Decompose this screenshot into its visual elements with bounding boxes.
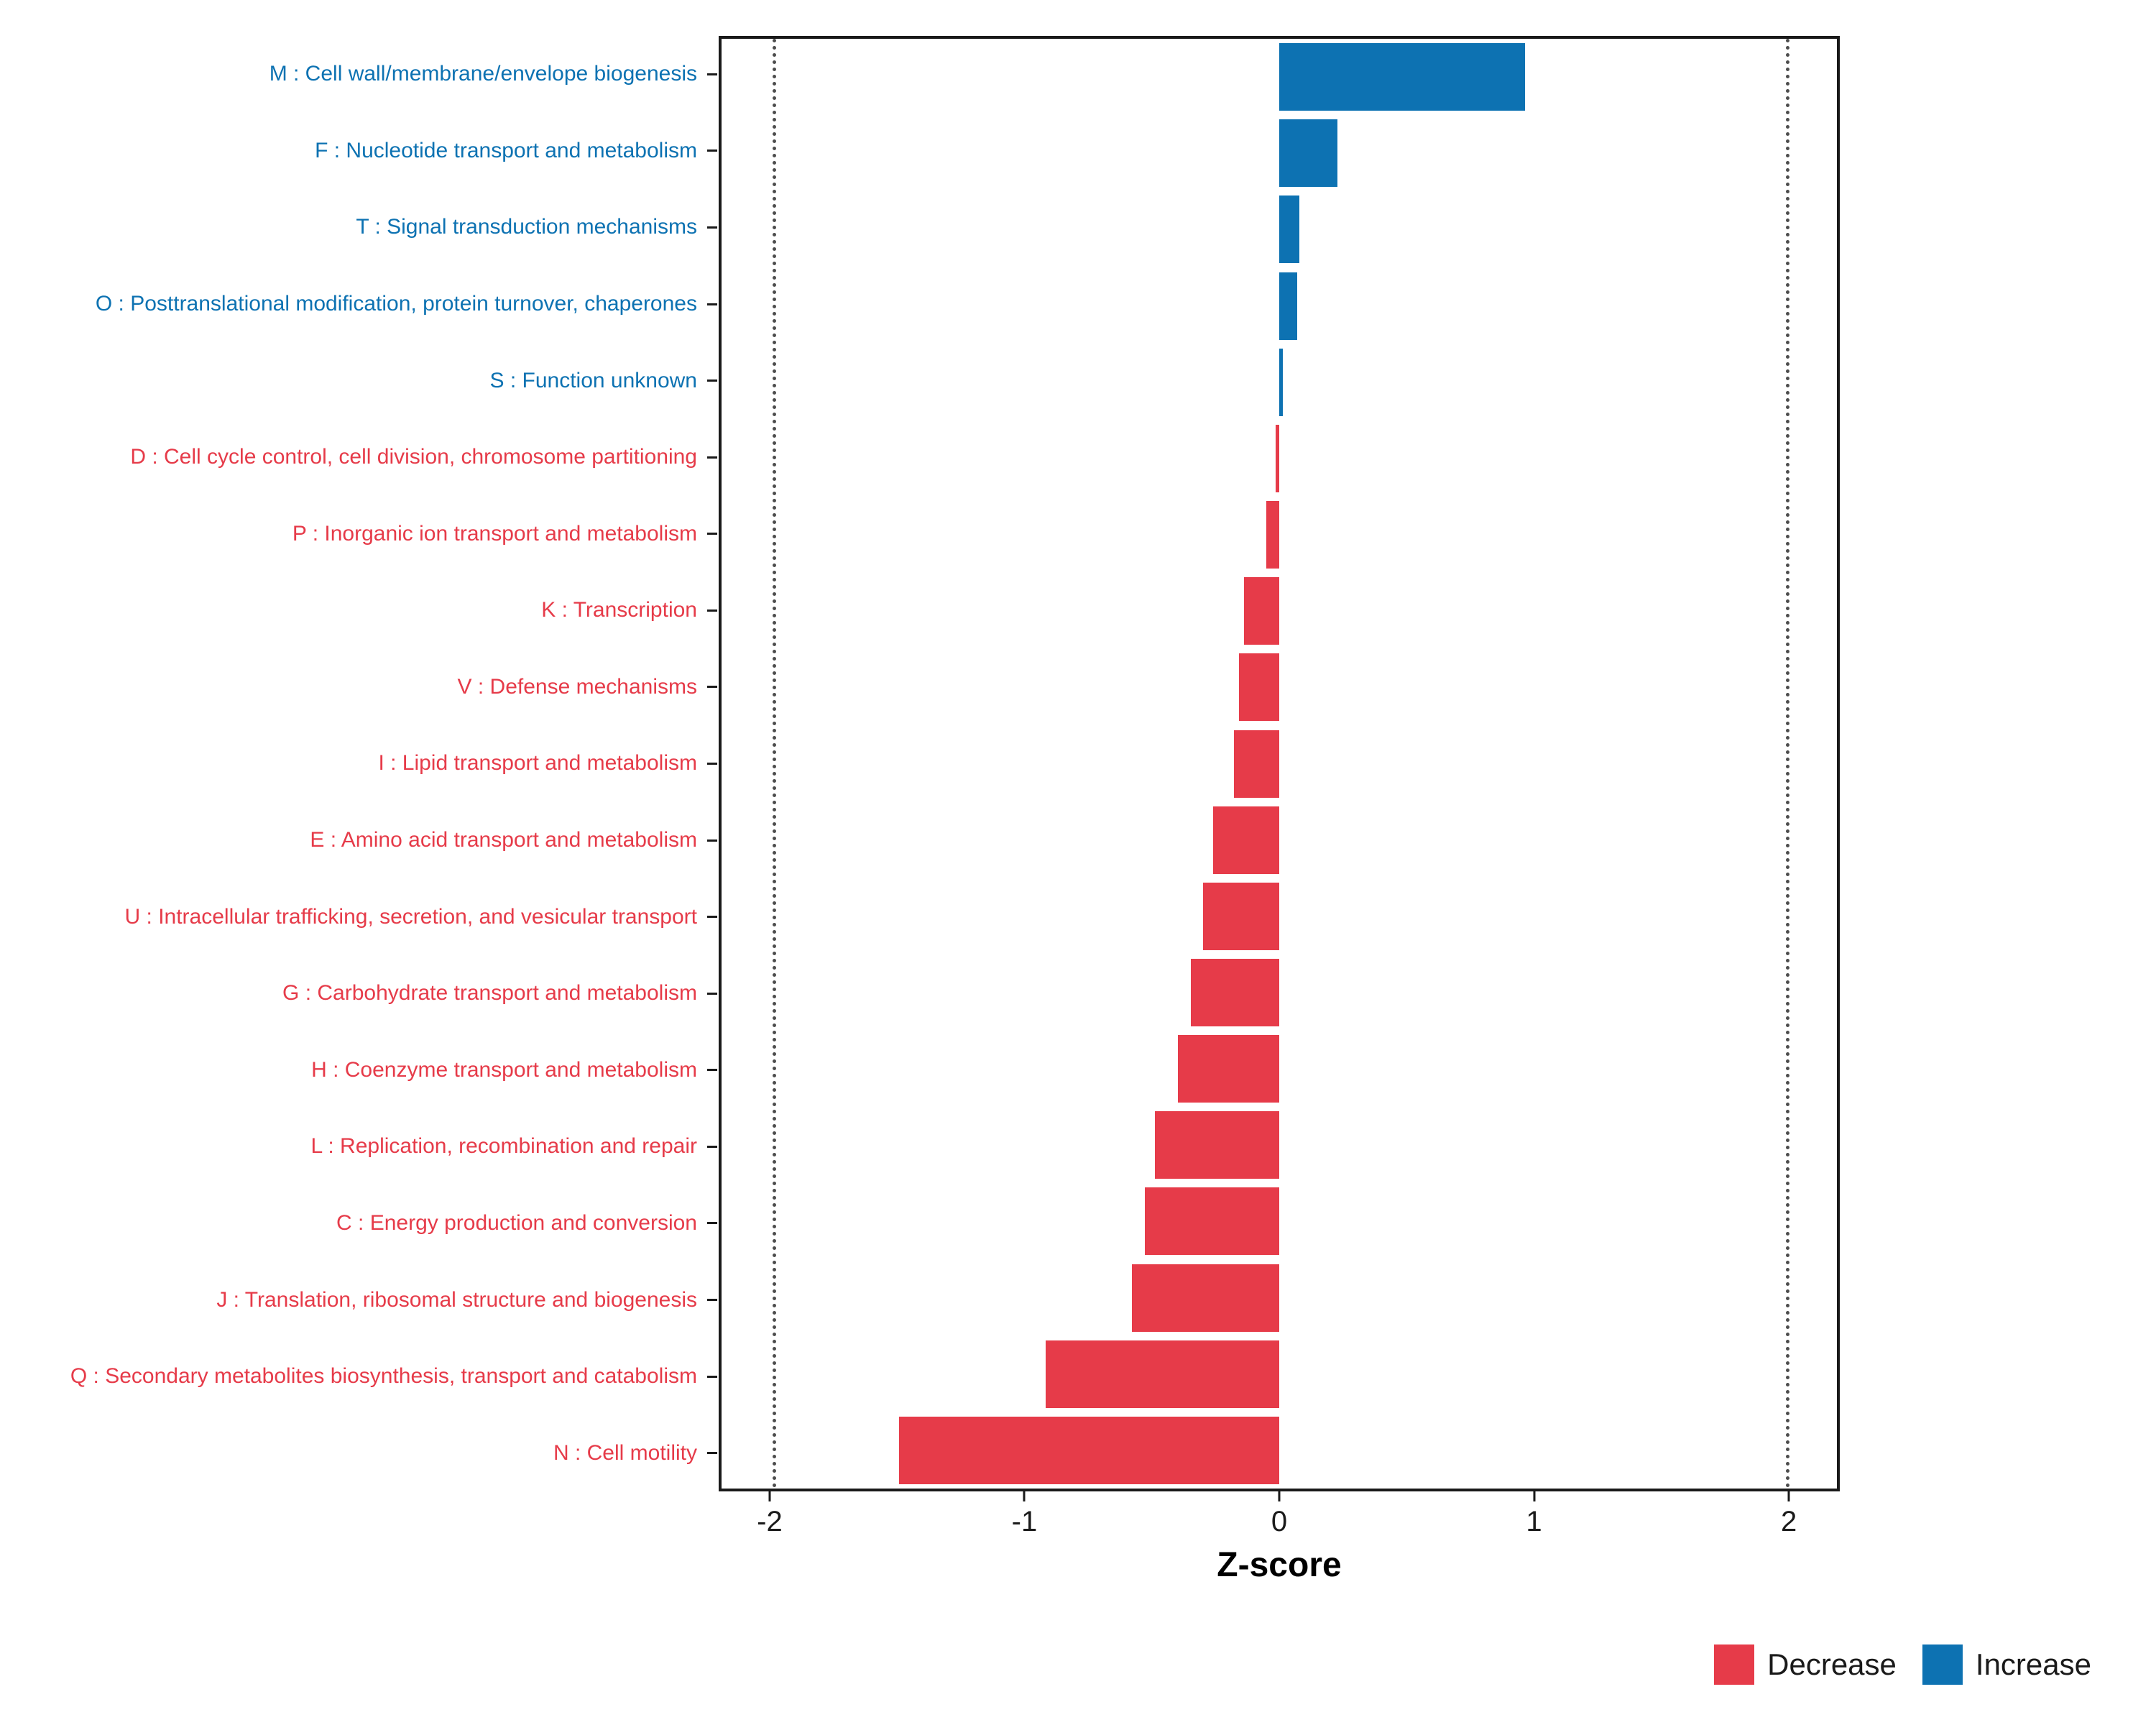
bar [1238,653,1279,722]
bar [1279,43,1526,111]
category-label: D : Cell cycle control, cell division, c… [130,445,697,469]
y-tick [707,1452,717,1455]
legend-item: Decrease [1714,1644,1897,1685]
y-tick [707,533,717,535]
category-label: E : Amino acid transport and metabolism [310,828,697,852]
plot-panel-inner [722,39,1837,1489]
legend-item: Increase [1922,1644,2091,1685]
y-tick [707,150,717,152]
y-tick [707,686,717,689]
bar [1155,1111,1279,1179]
x-tick [1023,1491,1026,1501]
category-label: J : Translation, ribosomal structure and… [216,1287,697,1312]
y-tick [707,73,717,75]
legend-label: Decrease [1767,1647,1897,1681]
y-tick [707,763,717,765]
x-tick-label: -2 [757,1506,783,1537]
x-tick [1787,1491,1790,1501]
y-tick [707,1375,717,1378]
plot-panel [719,36,1840,1491]
x-tick-label: 1 [1526,1506,1542,1537]
bar [1279,119,1338,188]
bar [1213,806,1279,874]
category-label: T : Signal transduction mechanisms [356,215,697,239]
y-tick [707,1145,717,1148]
x-tick-label: -1 [1011,1506,1038,1537]
bar [1279,196,1300,264]
y-tick [707,992,717,995]
legend-swatch [1922,1644,1963,1685]
bar [1266,501,1279,569]
y-tick [707,380,717,382]
category-label: P : Inorganic ion transport and metaboli… [292,521,697,546]
bar [1233,730,1279,798]
bar [1190,958,1279,1026]
y-tick [707,303,717,305]
category-label: Q : Secondary metabolites biosynthesis, … [70,1364,697,1389]
y-tick [707,1069,717,1072]
bar [1275,424,1279,492]
x-axis: -2 -1 0 1 2 [719,1491,1840,1578]
category-label: F : Nucleotide transport and metabolism [315,138,697,162]
y-tick [707,226,717,229]
x-tick [768,1491,771,1501]
category-label: I : Lipid transport and metabolism [378,751,697,776]
x-tick [1278,1491,1281,1501]
y-tick [707,1222,717,1225]
x-tick-label: 0 [1271,1506,1288,1537]
x-axis-title: Z-score [1217,1546,1342,1584]
bar [1177,1035,1279,1103]
category-label: G : Carbohydrate transport and metabolis… [282,981,697,1006]
legend-swatch [1714,1644,1755,1685]
y-tick [707,1299,717,1302]
reference-line [1786,39,1790,1489]
category-label: K : Transcription [541,598,697,622]
bar [1243,577,1279,645]
y-tick [707,916,717,919]
category-label: H : Coenzyme transport and metabolism [311,1057,697,1082]
category-label: S : Function unknown [489,368,697,392]
category-label: C : Energy production and conversion [336,1210,697,1235]
bar [1145,1187,1279,1256]
y-tick [707,456,717,459]
x-tick-label: 2 [1780,1506,1797,1537]
category-label: V : Defense mechanisms [457,674,697,699]
category-label: O : Posttranslational modification, prot… [95,292,697,316]
bar [898,1416,1279,1484]
bar [1279,272,1297,340]
bar [1046,1340,1279,1408]
y-tick [707,839,717,842]
bar [1132,1264,1279,1332]
x-tick [1533,1491,1536,1501]
bar [1203,882,1279,950]
category-label: M : Cell wall/membrane/envelope biogenes… [269,62,697,86]
category-label: U : Intracellular trafficking, secretion… [124,904,697,929]
legend: Decrease Increase [1714,1644,2091,1685]
reference-line [772,39,776,1489]
legend-label: Increase [1975,1647,2091,1681]
category-label: N : Cell motility [553,1440,697,1465]
y-tick [707,609,717,612]
category-label: L : Replication, recombination and repai… [310,1134,697,1159]
y-axis-labels: M : Cell wall/membrane/envelope biogenes… [0,36,697,1491]
bar [1279,348,1284,416]
